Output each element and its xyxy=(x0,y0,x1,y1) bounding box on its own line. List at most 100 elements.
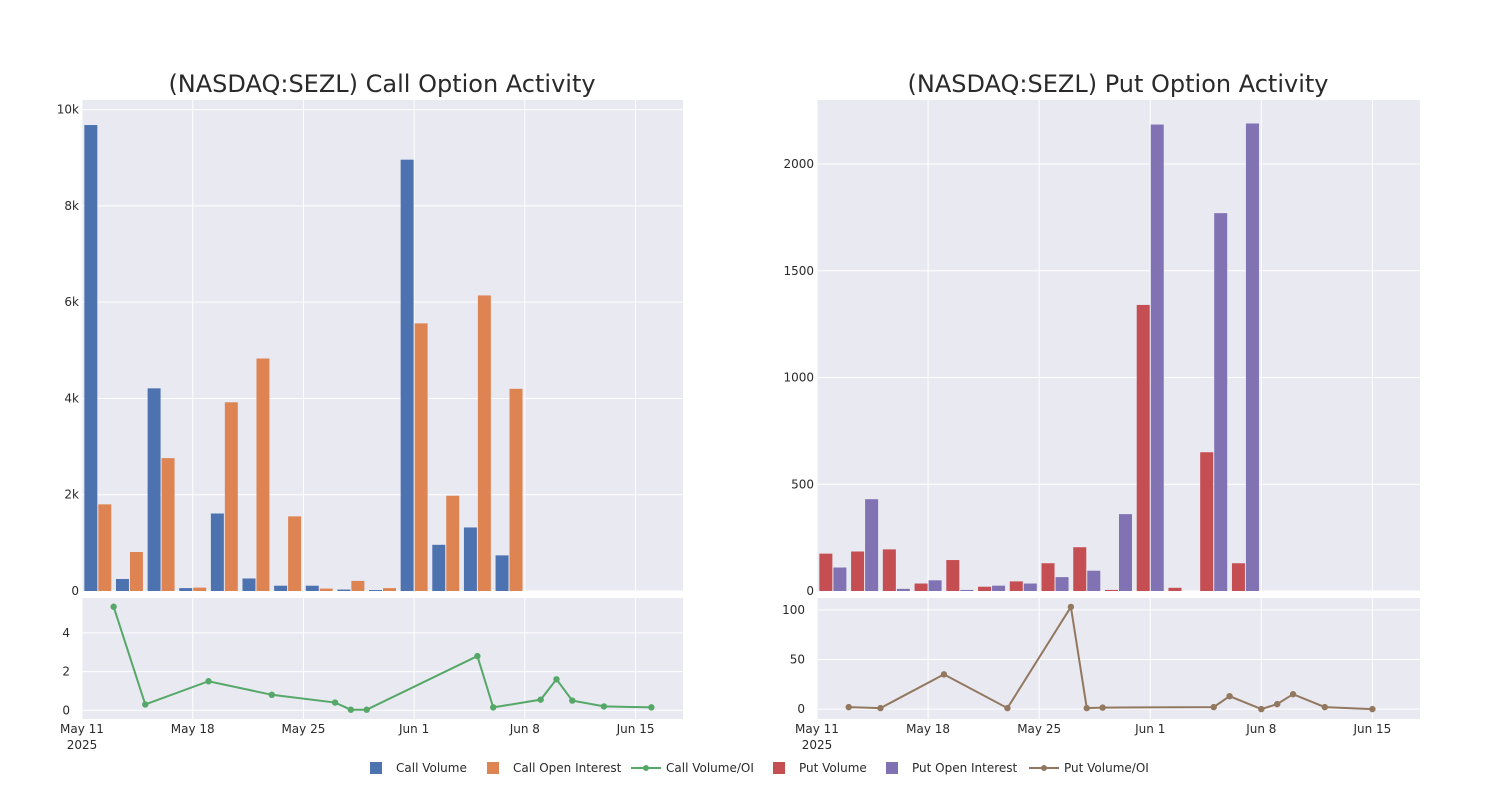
ratio-y-tick-label: 2 xyxy=(62,665,70,679)
put-volume-bar xyxy=(978,586,992,591)
legend-swatch xyxy=(886,762,898,774)
y-tick-label: 6k xyxy=(64,295,79,309)
put-volume-bar xyxy=(851,551,865,591)
ratio-point xyxy=(569,697,576,704)
put-volume-bar xyxy=(1009,581,1023,591)
put-open-interest-bar xyxy=(1150,124,1164,592)
put-volume-bar xyxy=(882,549,896,591)
put-volume-bar xyxy=(819,553,833,591)
put-open-interest-bar xyxy=(1087,570,1101,591)
x-tick-label: Jun 15 xyxy=(616,722,655,736)
ratio-point xyxy=(648,704,655,711)
ratio-point xyxy=(1273,700,1281,708)
call-open-interest-bar xyxy=(383,588,396,591)
x-tick-label: May 25 xyxy=(1017,722,1061,736)
legend-swatch xyxy=(773,762,785,774)
call-volume-bar xyxy=(210,513,224,591)
y-tick-label: 4k xyxy=(64,391,79,405)
put-open-interest-bar xyxy=(992,585,1006,591)
call-open-interest-bar xyxy=(288,516,302,591)
y-tick-label: 500 xyxy=(791,477,814,491)
put-open-interest-bar xyxy=(865,499,879,591)
x-tick-year: 2025 xyxy=(802,738,833,752)
ratio-y-tick-label: 50 xyxy=(790,652,805,666)
legend-label: Put Volume xyxy=(799,761,867,775)
call-volume-bar xyxy=(432,544,446,591)
call-volume-bar xyxy=(495,555,509,591)
ratio-point xyxy=(845,703,852,711)
ratio-point xyxy=(1210,703,1217,711)
y-tick-label: 10k xyxy=(57,103,79,117)
call-volume-bar xyxy=(274,585,288,591)
call-open-interest-bar xyxy=(351,580,365,591)
ratio-y-tick-label: 0 xyxy=(62,703,70,717)
bar-plot-area xyxy=(817,100,1420,591)
y-tick-label: 0 xyxy=(806,584,814,598)
x-tick-label: May 11 xyxy=(60,722,104,736)
call-volume-bar xyxy=(242,578,256,591)
put-volume-bar xyxy=(1104,589,1118,591)
legend-label: Call Volume/OI xyxy=(666,761,754,775)
ratio-y-tick-label: 0 xyxy=(797,702,805,716)
ratio-point xyxy=(363,706,370,713)
chart-title: (NASDAQ:SEZL) Put Option Activity xyxy=(908,70,1329,98)
y-tick-label: 8k xyxy=(64,199,79,213)
x-tick-label: Jun 1 xyxy=(1134,722,1165,736)
call-volume-bar xyxy=(179,588,193,591)
put-open-interest-bar xyxy=(833,567,847,591)
put-volume-bar xyxy=(1168,587,1182,591)
ratio-plot-area xyxy=(817,598,1420,719)
put-open-interest-bar xyxy=(960,589,974,591)
legend-marker xyxy=(643,765,649,771)
ratio-point xyxy=(1067,603,1075,611)
put-option-panel: (NASDAQ:SEZL) Put Option Activity0500100… xyxy=(782,70,1420,752)
x-tick-year: 2025 xyxy=(67,738,98,752)
put-open-interest-bar xyxy=(1245,123,1259,591)
ratio-point xyxy=(1083,704,1090,712)
call-volume-bar xyxy=(305,585,319,591)
x-tick-label: May 18 xyxy=(906,722,950,736)
put-volume-bar xyxy=(1231,563,1245,591)
y-tick-label: 1000 xyxy=(783,371,814,385)
ratio-point xyxy=(553,676,560,683)
legend-marker xyxy=(1041,765,1047,771)
call-volume-bar xyxy=(400,159,414,592)
y-tick-label: 2000 xyxy=(783,157,814,171)
ratio-point xyxy=(205,678,212,685)
ratio-point xyxy=(1258,705,1265,713)
x-tick-label: May 11 xyxy=(795,722,839,736)
call-volume-bar xyxy=(84,125,98,591)
ratio-point xyxy=(1369,705,1376,713)
call-open-interest-bar xyxy=(161,458,175,591)
call-open-interest-bar xyxy=(446,495,460,591)
x-tick-label: May 25 xyxy=(281,722,325,736)
legend-label: Call Volume xyxy=(396,761,467,775)
legend-label: Put Open Interest xyxy=(912,761,1018,775)
ratio-point xyxy=(331,699,339,706)
put-volume-bar xyxy=(914,583,928,591)
ratio-point xyxy=(268,691,275,698)
put-volume-bar xyxy=(1041,563,1055,591)
ratio-plot-area xyxy=(82,598,683,719)
bar-plot-area xyxy=(82,100,683,591)
put-open-interest-bar xyxy=(1023,583,1037,591)
put-open-interest-bar xyxy=(896,588,910,591)
call-open-interest-bar xyxy=(477,295,491,591)
put-volume-bar xyxy=(1200,452,1214,591)
legend-label: Put Volume/OI xyxy=(1064,761,1149,775)
ratio-point xyxy=(877,704,884,712)
ratio-point xyxy=(1289,691,1297,698)
call-volume-bar xyxy=(147,388,161,591)
ratio-point xyxy=(537,696,544,703)
call-option-panel: (NASDAQ:SEZL) Call Option Activity 0 2k 4k 6… xyxy=(57,70,683,752)
call-open-interest-bar xyxy=(414,323,428,591)
ratio-point xyxy=(600,703,608,710)
legend-label: Call Open Interest xyxy=(513,761,622,775)
ratio-point xyxy=(1004,704,1011,712)
call-volume-bar xyxy=(463,527,477,591)
ratio-point xyxy=(940,671,948,678)
put-open-interest-bar xyxy=(1055,577,1069,591)
y-tick-label: 1500 xyxy=(783,264,814,278)
call-volume-bar xyxy=(115,578,129,591)
call-open-interest-bar xyxy=(319,588,333,591)
